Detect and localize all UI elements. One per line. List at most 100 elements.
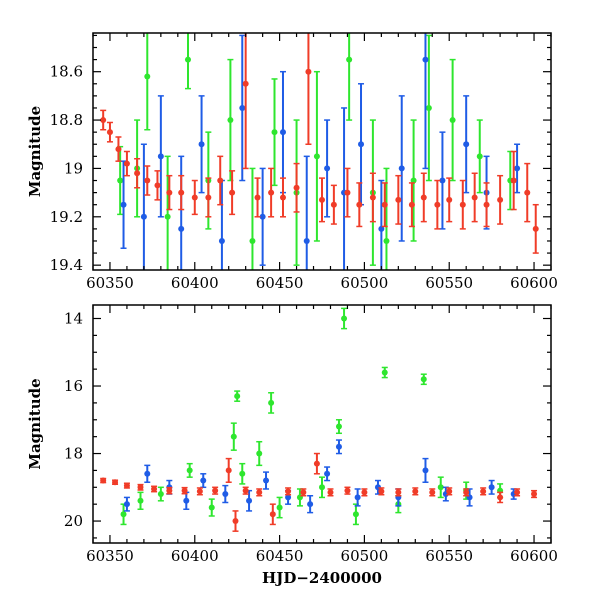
data-point [276,504,283,511]
data-point [117,177,124,184]
data-point [234,393,241,400]
data-point [178,225,185,232]
data-point [510,177,517,184]
bottom-panel-frame [92,304,552,544]
data-point [335,443,342,450]
data-point [259,213,266,220]
data-point [178,189,185,196]
data-point [422,56,429,63]
data-point [186,467,193,474]
data-point [358,141,365,148]
data-point [378,225,385,232]
data-point [239,104,246,111]
data-point [303,237,310,244]
bottom-panel-ticks: 60350 60400 60450 60500 60550 60600 14 16 18 20 [64,305,558,565]
x-tick-label: 60500 [341,547,389,565]
data-point [254,194,261,201]
data-point [239,470,246,477]
data-point [181,487,188,494]
data-point [463,141,470,148]
x-tick-label: 60500 [341,274,389,292]
x-tick-label: 60550 [425,274,473,292]
x-tick-label: 60450 [256,547,304,565]
data-point [497,494,504,501]
data-point [434,201,441,208]
data-point [200,477,207,484]
top-panel-frame [92,32,552,271]
data-point [196,488,203,495]
data-point [137,484,144,491]
data-point [483,201,490,208]
data-point [307,501,314,508]
bottom-panel-y-axis-label: Magnitude [26,378,44,469]
data-point [425,104,432,111]
data-point [524,189,531,196]
data-point [184,56,191,63]
bottom-panel: 60350 60400 60450 60500 60550 60600 14 16 18 20 M… [26,304,558,587]
data-point [514,489,521,496]
data-point [346,56,353,63]
data-point [166,189,173,196]
series-2-marks [100,452,538,532]
data-point [378,488,385,495]
data-point [279,129,286,136]
top-panel: 60350 60400 60450 60500 60550 60600 18.6 18.8 19… [26,32,558,292]
data-point [120,511,127,518]
x-tick-label: 60400 [171,547,219,565]
data-point [227,117,234,124]
data-point [212,487,219,494]
data-point [217,177,224,184]
data-point [374,484,381,491]
data-point [256,489,263,496]
data-point [183,497,190,504]
data-point [123,501,130,508]
data-point [344,487,351,494]
data-point [106,129,113,136]
data-point [327,489,334,496]
x-tick-label: 60400 [171,274,219,292]
x-tick-label: 60450 [256,274,304,292]
data-point [242,487,249,494]
data-point [164,213,171,220]
data-point [263,477,270,484]
data-point [369,194,376,201]
data-point [230,433,237,440]
data-point [330,201,337,208]
data-point [166,487,173,494]
data-point [115,146,122,153]
data-point [381,201,388,208]
data-point [222,491,229,498]
y-tick-label: 19.4 [50,256,83,274]
data-point [398,165,405,172]
bottom-panel-x-axis-label: HJD−2400000 [262,569,382,587]
data-point [208,504,215,511]
data-point [112,479,119,486]
data-point [123,482,130,489]
data-point [285,494,292,501]
data-point [335,423,342,430]
data-point [305,68,312,75]
data-point [246,497,253,504]
y-tick-label: 18.6 [50,63,83,81]
data-point [383,237,390,244]
top-panel-data-marks [100,33,539,270]
data-point [497,196,504,203]
data-point [408,201,415,208]
data-point [144,73,151,80]
data-point [319,196,325,203]
y-tick-label: 16 [64,377,83,395]
data-point [218,237,225,244]
data-point [232,518,239,525]
data-point [144,470,151,477]
data-point [100,117,107,124]
data-point [459,201,466,208]
data-point [123,160,130,167]
data-point [412,488,419,495]
data-point [154,182,161,189]
data-point [395,489,402,496]
top-panel-ticks: 60350 60400 60450 60500 60550 60600 18.6 18.8 19… [50,33,558,292]
x-tick-label: 60600 [510,547,558,565]
data-point [449,117,456,124]
x-tick-label: 60350 [86,547,134,565]
data-point [341,315,348,322]
